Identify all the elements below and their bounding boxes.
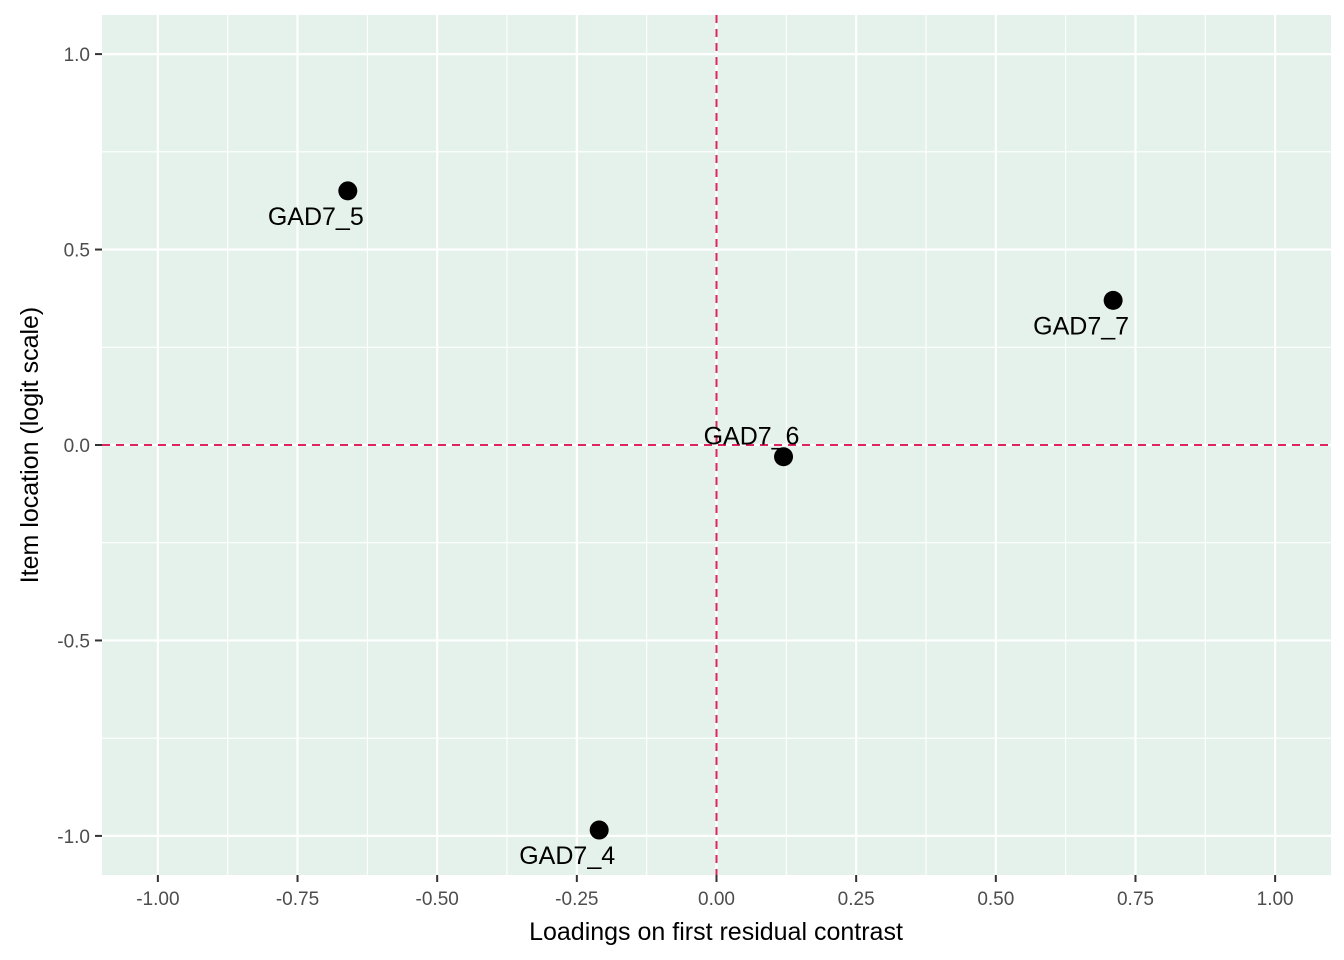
- x-tick-label: 1.00: [1257, 889, 1294, 910]
- x-tick-label: 0.50: [977, 889, 1014, 910]
- data-point: [1103, 290, 1123, 310]
- y-tick-label: -0.5: [57, 631, 90, 652]
- y-tick-label: 0.5: [64, 241, 90, 262]
- data-point: [589, 820, 609, 840]
- point-label: GAD7_7: [1033, 312, 1129, 340]
- data-point: [774, 447, 794, 467]
- point-label: GAD7_5: [268, 203, 364, 231]
- y-axis-title: Item location (logit scale): [16, 307, 44, 584]
- point-label: GAD7_4: [519, 842, 615, 870]
- data-point: [338, 181, 358, 201]
- y-axis: -1.0 -0.5 0.0 0.5 1.0: [57, 45, 102, 848]
- major-gridlines: [102, 15, 1331, 875]
- data-points: [338, 181, 1123, 840]
- x-tick-label: -1.00: [136, 889, 179, 910]
- x-tick-label: 0.25: [838, 889, 875, 910]
- y-tick-label: -1.0: [57, 827, 90, 848]
- reference-lines: [102, 15, 1331, 875]
- x-tick-label: -0.50: [416, 889, 459, 910]
- x-tick-label: -0.25: [555, 889, 598, 910]
- x-axis-title: Loadings on first residual contrast: [529, 918, 903, 946]
- point-labels: GAD7_5 GAD7_7 GAD7_6 GAD7_4: [268, 203, 1129, 870]
- y-tick-label: 0.0: [64, 436, 90, 457]
- x-axis: -1.00 -0.75 -0.50 -0.25 0.00 0.25 0.50 0.75 1.00: [136, 875, 1294, 910]
- point-label: GAD7_6: [704, 423, 800, 451]
- y-tick-label: 1.0: [64, 45, 90, 66]
- x-tick-label: 0.75: [1117, 889, 1154, 910]
- x-tick-label: -0.75: [276, 889, 319, 910]
- x-tick-label: 0.00: [698, 889, 735, 910]
